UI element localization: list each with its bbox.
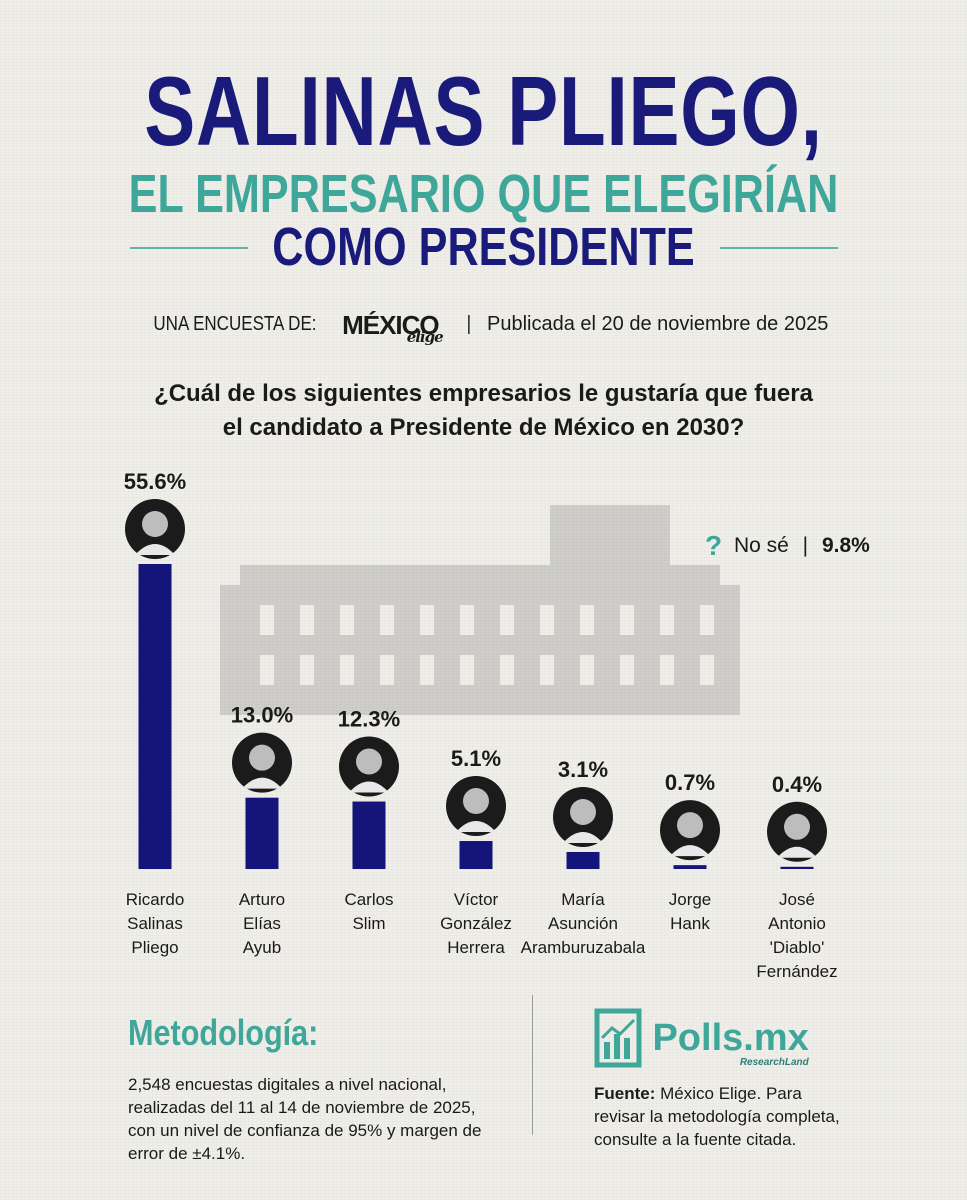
bar [780, 866, 814, 869]
category-label: Ricardo [126, 890, 185, 909]
no-se-separator: | [802, 534, 809, 557]
category-label: Arturo [239, 890, 285, 909]
avatar-portrait [446, 776, 506, 837]
polls-chart-icon [594, 1008, 642, 1068]
category-label: Jorge [669, 890, 712, 909]
bar [459, 841, 493, 869]
avatar-portrait [767, 801, 827, 862]
no-se-value: 9.8% [821, 534, 870, 557]
data-label: 0.4% [772, 772, 822, 797]
bar [566, 851, 600, 869]
category-label: Carlos [344, 890, 393, 909]
category-label: Slim [352, 914, 385, 933]
bar [352, 801, 386, 869]
methodology-text: 2,548 encuestas digitales a nivel nacion… [128, 1075, 482, 1163]
headline-subtitle-2: COMO PRESIDENTE [272, 217, 695, 277]
no-se-label: ? No sé | 9.8% [705, 530, 870, 562]
data-label: 13.0% [231, 703, 293, 728]
publication-date: Publicada el 20 de noviembre de 2025 [487, 313, 829, 336]
category-label: Herrera [447, 938, 505, 957]
polls-brand-tag: ResearchLand [739, 1056, 809, 1068]
data-label: 55.6% [124, 469, 186, 494]
data-label: 3.1% [558, 757, 608, 782]
right-divider [720, 247, 838, 249]
bar-chart: 55.6% Ricardo Salinas Pliego 13.0% Arturo Elía… [124, 469, 838, 981]
category-label: Hank [670, 914, 710, 933]
byline-separator: | [466, 313, 472, 336]
mexico-elige-logo: MÉXICO elige [342, 310, 444, 346]
category-label: Víctor [454, 890, 499, 909]
polls-mx-logo: Polls.mx ResearchLand [594, 1008, 809, 1068]
polls-brand: Polls.mx [652, 1016, 809, 1059]
avatar-portrait [125, 499, 185, 559]
category-label: Aramburuzabala [521, 938, 646, 957]
question-mark-icon: ? [705, 530, 723, 561]
category-label: Elías [243, 914, 281, 933]
data-label: 12.3% [338, 707, 400, 732]
byline: UNA ENCUESTA DE: MÉXICO elige | Publicada… [0, 310, 967, 346]
bar [673, 865, 707, 869]
bar [138, 564, 172, 869]
source-label: Fuente: [594, 1084, 656, 1103]
category-label: 'Diablo' [770, 938, 825, 957]
left-divider [130, 247, 248, 249]
chart-title-line-1: ¿Cuál de los siguientes empresarios le g… [154, 380, 813, 407]
data-label: 0.7% [665, 770, 715, 795]
headline-title: SALINAS PLIEGO, [144, 56, 823, 166]
category-label: Asunción [548, 914, 618, 933]
methodology-title: Metodología: [128, 1012, 319, 1053]
category-label: Fernández [756, 962, 837, 981]
avatar-portrait [660, 800, 720, 861]
category-label: González [440, 914, 512, 933]
avatar-portrait [553, 786, 613, 847]
byline-label: UNA ENCUESTA DE: [153, 313, 317, 336]
category-label: Ayub [243, 938, 281, 957]
source-note: Fuente: México Elige. Para revisar la me… [594, 1082, 854, 1151]
data-label: 5.1% [451, 746, 501, 771]
source-text: México Elige. Para revisar la metodologí… [594, 1084, 840, 1149]
category-label: Antonio [768, 914, 826, 933]
headline-subtitle: EL EMPRESARIO QUE ELEGIRÍAN [128, 164, 839, 224]
avatar-portrait [232, 732, 292, 793]
avatar-portrait [339, 736, 399, 797]
chart-title: ¿Cuál de los siguientes empresarios le g… [0, 377, 967, 445]
category-label: Salinas [127, 914, 183, 933]
palace-background-image [220, 505, 740, 715]
no-se-text: No sé [733, 534, 789, 557]
category-label: José [779, 890, 815, 909]
chart-title-line-2: el candidato a Presidente de México en 2… [222, 414, 745, 441]
category-label: Pliego [131, 938, 178, 957]
bar [245, 797, 279, 869]
footer-divider [532, 995, 533, 1135]
category-label: María [561, 890, 605, 909]
